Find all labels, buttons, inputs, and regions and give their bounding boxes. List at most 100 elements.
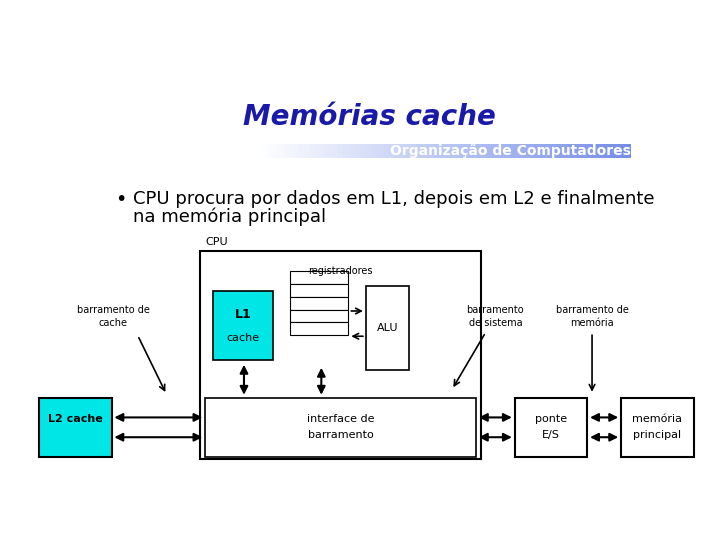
- Bar: [393, 144, 397, 158]
- Bar: [351, 144, 356, 158]
- Bar: [290, 309, 348, 322]
- Bar: [528, 144, 533, 158]
- Text: Organização de Computadores: Organização de Computadores: [390, 144, 631, 158]
- Bar: [519, 144, 523, 158]
- Bar: [621, 397, 693, 457]
- Bar: [440, 144, 444, 158]
- Bar: [318, 144, 323, 158]
- Bar: [369, 144, 374, 158]
- Bar: [379, 144, 384, 158]
- Bar: [444, 144, 449, 158]
- Bar: [500, 144, 505, 158]
- Bar: [412, 144, 416, 158]
- Text: L2 cache: L2 cache: [48, 414, 103, 424]
- Bar: [309, 144, 313, 158]
- Bar: [416, 144, 421, 158]
- Bar: [332, 144, 337, 158]
- Bar: [290, 296, 348, 309]
- Bar: [575, 144, 580, 158]
- Bar: [603, 144, 608, 158]
- Bar: [463, 144, 468, 158]
- Text: Memórias cache: Memórias cache: [243, 103, 495, 131]
- Bar: [496, 144, 500, 158]
- Bar: [313, 144, 318, 158]
- Bar: [281, 144, 285, 158]
- Bar: [285, 144, 290, 158]
- Text: memória: memória: [632, 414, 683, 424]
- Bar: [397, 144, 402, 158]
- Bar: [626, 144, 631, 158]
- Bar: [365, 144, 369, 158]
- Bar: [594, 144, 598, 158]
- Text: •: •: [115, 190, 127, 208]
- Bar: [449, 144, 454, 158]
- Text: CPU procura por dados em L1, depois em L2 e finalmente: CPU procura por dados em L1, depois em L…: [133, 190, 654, 207]
- Bar: [262, 144, 266, 158]
- Bar: [356, 144, 360, 158]
- Text: ponte: ponte: [535, 414, 567, 424]
- Bar: [290, 322, 348, 335]
- Bar: [622, 144, 626, 158]
- Bar: [566, 144, 570, 158]
- Text: L1: L1: [235, 308, 251, 321]
- Bar: [276, 144, 281, 158]
- Bar: [402, 144, 407, 158]
- Bar: [304, 144, 309, 158]
- Text: de sistema: de sistema: [469, 318, 522, 328]
- Bar: [39, 397, 112, 457]
- Bar: [328, 144, 332, 158]
- Text: memória: memória: [570, 318, 614, 328]
- Bar: [585, 144, 589, 158]
- Bar: [374, 144, 379, 158]
- Bar: [487, 144, 491, 158]
- Text: interface de: interface de: [307, 414, 374, 424]
- Bar: [552, 144, 557, 158]
- Text: cache: cache: [99, 318, 128, 328]
- Text: CPU: CPU: [205, 237, 228, 247]
- Bar: [468, 144, 472, 158]
- Bar: [200, 251, 481, 459]
- Bar: [608, 144, 613, 158]
- Bar: [290, 284, 348, 296]
- Bar: [589, 144, 594, 158]
- Bar: [384, 144, 388, 158]
- Text: principal: principal: [634, 430, 681, 440]
- Bar: [613, 144, 617, 158]
- Bar: [617, 144, 622, 158]
- Bar: [570, 144, 575, 158]
- Bar: [538, 144, 542, 158]
- Bar: [346, 144, 351, 158]
- Text: barramento: barramento: [307, 430, 374, 440]
- Text: barramento de: barramento de: [77, 306, 150, 315]
- Bar: [366, 286, 409, 370]
- Bar: [421, 144, 426, 158]
- Bar: [510, 144, 514, 158]
- Bar: [482, 144, 487, 158]
- Bar: [266, 144, 271, 158]
- Bar: [491, 144, 496, 158]
- Bar: [323, 144, 328, 158]
- Bar: [533, 144, 538, 158]
- Text: barramento: barramento: [467, 306, 524, 315]
- Bar: [523, 144, 528, 158]
- Bar: [360, 144, 365, 158]
- Bar: [561, 144, 566, 158]
- Bar: [557, 144, 561, 158]
- Bar: [300, 144, 304, 158]
- Bar: [454, 144, 459, 158]
- Text: na memória principal: na memória principal: [133, 207, 326, 226]
- Bar: [290, 144, 294, 158]
- Bar: [205, 397, 476, 457]
- Bar: [580, 144, 585, 158]
- Bar: [294, 144, 300, 158]
- Text: E/S: E/S: [542, 430, 560, 440]
- Bar: [271, 144, 276, 158]
- Bar: [213, 291, 273, 360]
- Bar: [547, 144, 552, 158]
- Bar: [258, 144, 262, 158]
- Bar: [337, 144, 341, 158]
- Bar: [341, 144, 346, 158]
- Bar: [407, 144, 412, 158]
- Bar: [431, 144, 435, 158]
- Bar: [290, 271, 348, 284]
